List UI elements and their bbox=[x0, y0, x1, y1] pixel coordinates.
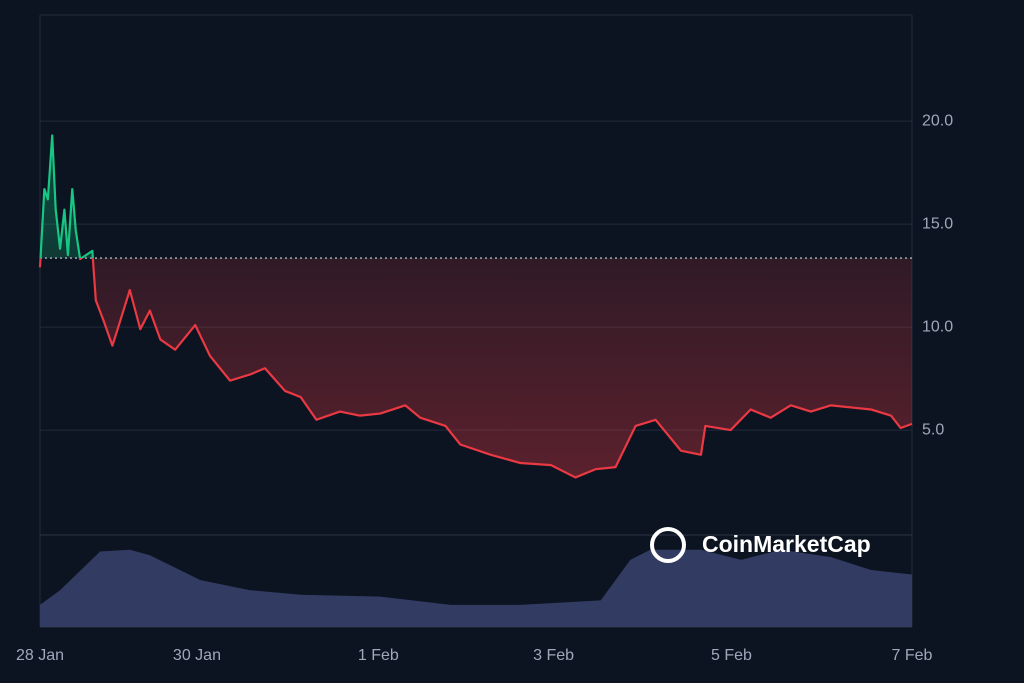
y-tick-label: 10.0 bbox=[922, 318, 953, 335]
plot: 5.0 10.0 15.0 20.0 28 Jan 30 Jan 1 Feb 3 Feb 5 F… bbox=[16, 112, 953, 664]
y-tick-label: 5.0 bbox=[922, 421, 944, 438]
x-tick-label: 3 Feb bbox=[533, 647, 574, 664]
x-tick-label: 5 Feb bbox=[711, 647, 752, 664]
x-tick-label: 7 Feb bbox=[892, 647, 933, 664]
volume-area bbox=[40, 549, 912, 627]
x-tick-label: 1 Feb bbox=[358, 647, 399, 664]
price-line bbox=[38, 258, 913, 479]
area-below bbox=[40, 258, 912, 478]
watermark-logo bbox=[650, 527, 686, 563]
watermark-text: CoinMarketCap bbox=[702, 531, 871, 557]
x-tick-label: 30 Jan bbox=[173, 647, 221, 664]
price-line-above bbox=[39, 134, 94, 259]
watermark: CoinMarketCap bbox=[650, 527, 871, 563]
y-tick-label: 20.0 bbox=[922, 112, 953, 129]
y-tick-label: 15.0 bbox=[922, 215, 953, 232]
x-tick-label: 28 Jan bbox=[16, 647, 64, 664]
